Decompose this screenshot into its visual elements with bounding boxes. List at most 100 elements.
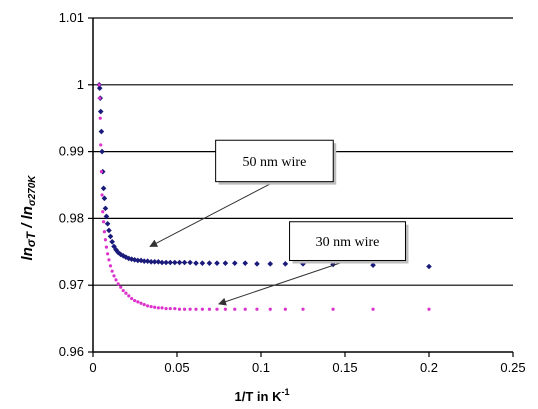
data-point (222, 260, 229, 266)
data-point (136, 300, 140, 304)
data-point (182, 307, 187, 311)
y-axis-label-ln1: ln (19, 247, 36, 260)
data-point (117, 251, 124, 258)
data-point (106, 227, 112, 234)
data-point (370, 262, 376, 268)
data-point (112, 274, 116, 278)
data-point (139, 301, 143, 305)
data-point (151, 259, 158, 265)
data-point (99, 143, 103, 147)
data-point (214, 260, 220, 266)
data-point (99, 170, 103, 174)
x-tick-label: 0.05 (164, 360, 189, 375)
data-point (167, 259, 174, 266)
data-point (188, 307, 192, 311)
data-point (124, 291, 128, 295)
data-point (104, 245, 109, 249)
annotation-arrow (149, 181, 275, 247)
data-point (300, 261, 306, 267)
data-point (148, 259, 154, 265)
annotation-label: 50 nm wire (243, 155, 307, 170)
data-point (173, 306, 177, 311)
series-2 (97, 83, 431, 311)
data-point (181, 259, 188, 266)
data-point (160, 306, 164, 310)
x-axis-label: 1/T in K-1 (235, 387, 290, 404)
y-tick-labels: 0.96 0.97 0.98 0.99 1 1.01 (59, 10, 84, 359)
x-tick-label: 0.1 (252, 360, 270, 375)
data-point (101, 195, 108, 202)
data-point (135, 257, 141, 264)
data-point (144, 258, 151, 264)
x-tick-label: 0.2 (420, 360, 438, 375)
data-point (153, 305, 157, 309)
y-tick-label: 0.97 (59, 277, 84, 292)
annotation-box (215, 139, 334, 183)
data-point (101, 220, 106, 224)
y-tick-label: 0.98 (59, 210, 84, 225)
x-axis-label-sup: -1 (281, 387, 289, 397)
data-point (125, 255, 132, 262)
data-point (108, 264, 113, 268)
x-tick-label: 0.25 (500, 360, 525, 375)
data-point (223, 307, 227, 311)
data-point (155, 259, 162, 265)
data-point (331, 307, 335, 311)
y-axis-label: lnσT / lnσ270K (19, 175, 38, 261)
data-point (97, 83, 101, 87)
annotation-1: 50 nm wire (149, 139, 337, 247)
data-point (172, 259, 178, 266)
data-point (163, 259, 169, 266)
data-point (104, 220, 111, 227)
data-point (142, 302, 146, 307)
data-point (207, 307, 212, 311)
data-point (98, 96, 102, 100)
data-point (199, 260, 206, 266)
data-point (231, 260, 238, 266)
data-point (111, 243, 117, 250)
data-point (128, 256, 135, 262)
y-tick-label: 1.01 (59, 10, 84, 25)
data-point (194, 307, 198, 311)
y-tick-label: 0.99 (59, 144, 84, 159)
data-point (106, 252, 110, 256)
data-point (233, 307, 237, 311)
data-point (206, 260, 213, 266)
data-point (116, 282, 120, 286)
data-point (149, 304, 153, 309)
data-point (119, 285, 123, 289)
data-point (103, 238, 108, 242)
data-point (102, 230, 107, 234)
annotation-box (289, 221, 406, 261)
data-point (127, 294, 131, 298)
annotation-arrow (218, 260, 348, 306)
y-tick-label: 0.96 (59, 344, 84, 359)
data-point (200, 307, 204, 311)
data-point (156, 306, 160, 310)
series-1 (96, 82, 432, 270)
data-point (159, 259, 165, 266)
x-tick-label: 0 (89, 360, 96, 375)
data-point (146, 304, 150, 308)
data-point (97, 108, 104, 115)
x-tick-label: 0.15 (332, 360, 357, 375)
data-point (98, 116, 102, 120)
y-axis-label-sub2: σ270K (27, 175, 38, 206)
data-point (109, 238, 115, 245)
data-point (267, 261, 274, 267)
data-point (107, 233, 114, 240)
data-point (426, 263, 432, 270)
data-point (100, 193, 104, 197)
data-point (141, 258, 148, 264)
data-point (242, 260, 249, 266)
data-point (98, 128, 105, 135)
series-layer (96, 82, 432, 311)
data-point (187, 259, 193, 266)
data-point (255, 307, 259, 311)
annotations: 50 nm wire 30 nm wire (149, 139, 409, 306)
data-point (99, 148, 105, 155)
data-point (176, 259, 183, 266)
data-point (254, 261, 260, 267)
y-axis-label-sub1: σT (24, 230, 38, 247)
